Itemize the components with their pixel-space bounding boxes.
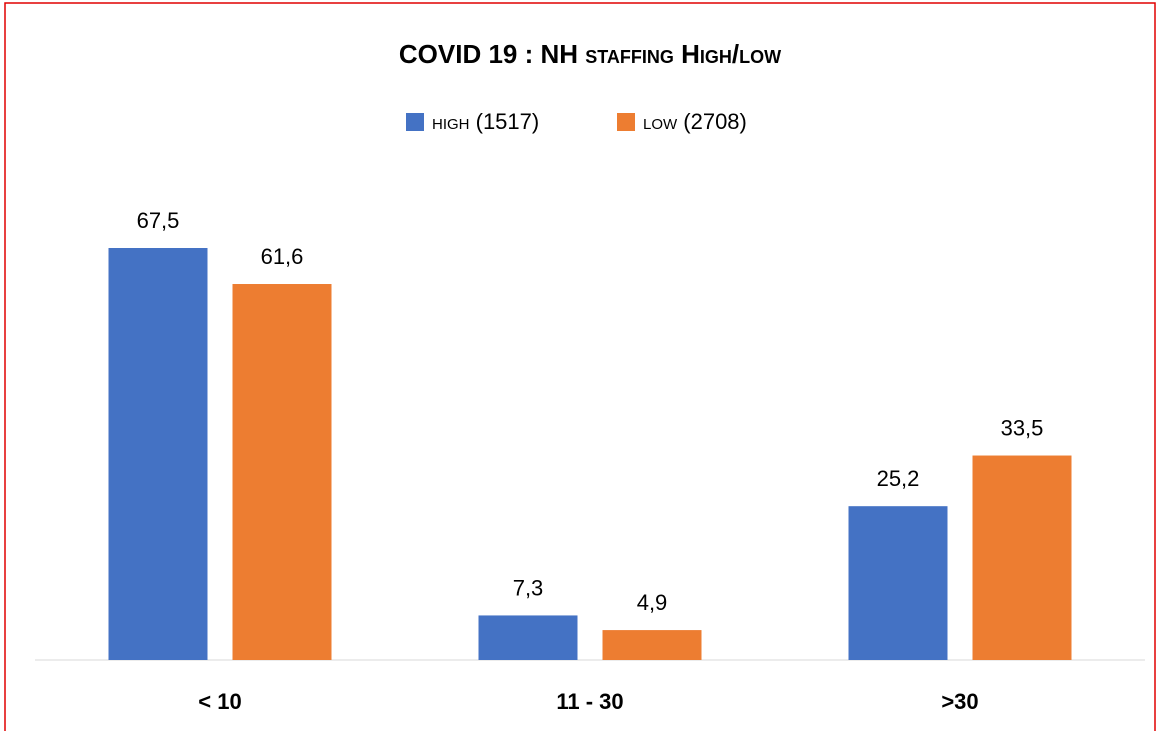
legend-swatch [406,113,424,131]
bar [478,615,578,660]
value-label: 67,5 [137,208,180,233]
legend-label: low (2708) [643,109,747,134]
legend-label: high (1517) [432,109,539,134]
value-label: 4,9 [637,590,668,615]
chart-title: COVID 19 : NH staffing High/low [399,39,781,69]
frame [4,2,1156,731]
value-label: 7,3 [513,575,544,600]
value-label: 61,6 [261,244,304,269]
legend-swatch [617,113,635,131]
bar [108,248,208,660]
value-label: 33,5 [1001,415,1044,440]
bar [848,506,948,660]
bar [602,630,702,660]
x-tick-label: 11 - 30 [556,689,623,714]
bar [972,455,1072,660]
x-tick-label: >30 [941,689,978,714]
value-label: 25,2 [877,466,920,491]
x-tick-label: < 10 [198,689,241,714]
bar [232,284,332,660]
